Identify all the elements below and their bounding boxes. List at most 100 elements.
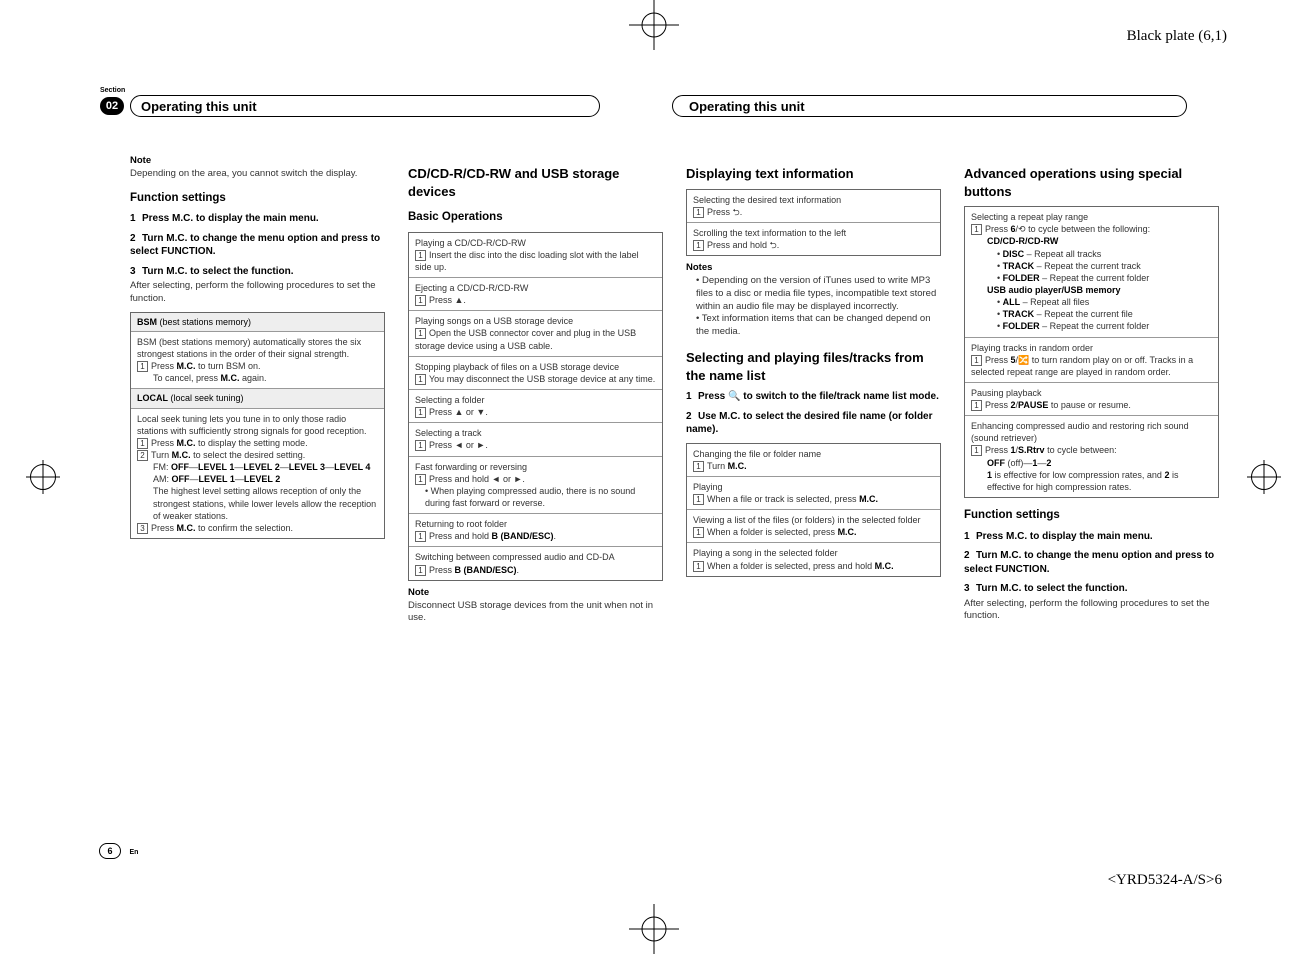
notes-list: Depending on the version of iTunes used … [686, 275, 941, 339]
crop-mark-bottom [629, 904, 679, 954]
nl-play-folder: Playing a song in the selected folder 1W… [687, 542, 940, 575]
page-number: 6 [99, 843, 121, 859]
op-title: Playing songs on a USB storage device [415, 315, 656, 327]
bsm-line-1: 1Press M.C. to turn BSM on. [137, 360, 378, 372]
op-body: Press ◄ or ►. [429, 440, 488, 450]
op-title: Selecting a folder [415, 394, 656, 406]
op-body: Press ▲. [429, 295, 466, 305]
op-root-folder: Returning to root folder 1Press and hold… [409, 513, 662, 546]
local-note: The highest level setting allows recepti… [137, 485, 378, 521]
local-line-3: 3Press M.C. to confirm the selection. [137, 522, 378, 534]
sp-step-2-text: Use M.C. to select the desired file name… [686, 411, 933, 436]
local-line-1: 1Press M.C. to display the setting mode. [137, 437, 378, 449]
basic-ops-table: Playing a CD/CD-R/CD-RW 1Insert the disc… [408, 232, 663, 581]
op-body: Press and hold ⮌. [707, 240, 779, 250]
notes-item: Text information items that can be chang… [696, 313, 941, 339]
fs2-step-1: 1Press M.C. to display the main menu. [964, 530, 1219, 544]
header-pill-right: Operating this unit [672, 95, 1187, 117]
op-body: You may disconnect the USB storage devic… [429, 374, 655, 384]
fs2-step-3-text: Turn M.C. to select the function. [976, 583, 1127, 594]
op-body: Open the USB connector cover and plug in… [415, 328, 636, 350]
ao-pause: Pausing playback 1Press 2/PAUSE to pause… [965, 382, 1218, 415]
fs2-step-3-body: After selecting, perform the following p… [964, 598, 1219, 624]
bsm-body: BSM (best stations memory) automatically… [137, 336, 378, 360]
sp-step-1: 1Press 🔍 to switch to the file/track nam… [686, 390, 941, 404]
op-select-folder: Selecting a folder 1Press ▲ or ▼. [409, 389, 662, 422]
repeat-h1: CD/CD-R/CD-RW [971, 235, 1212, 247]
fs-step-3: 3Turn M.C. to select the function. [130, 265, 385, 279]
local-body: Local seek tuning lets you tune in to on… [137, 413, 378, 437]
op-play-usb: Playing songs on a USB storage device 1O… [409, 310, 662, 355]
column-1: Note Depending on the area, you cannot s… [130, 155, 385, 631]
sp-step-2: 2Use M.C. to select the desired file nam… [686, 410, 941, 437]
cd-usb-heading: CD/CD-R/CD-RW and USB storage devices [408, 165, 663, 200]
black-plate-label: Black plate (6,1) [1127, 28, 1227, 45]
op-title: Fast forwarding or reversing [415, 461, 656, 473]
advanced-ops-heading: Advanced operations using special button… [964, 165, 1219, 200]
nl-change: Changing the file or folder name 1Turn M… [687, 444, 940, 476]
local-line-2: 2Turn M.C. to select the desired setting… [137, 449, 378, 461]
header-pill-left: Operating this unit [130, 95, 600, 117]
header-pill-left-text: Operating this unit [141, 99, 257, 114]
fs-step-3-body: After selecting, perform the following p… [130, 280, 385, 306]
sp-step-1-text: Press 🔍 to switch to the file/track name… [698, 391, 939, 402]
function-settings-heading: Function settings [130, 191, 385, 207]
fs-step-3-text: Turn M.C. to select the function. [142, 266, 293, 277]
page-lang: En [130, 849, 139, 856]
function-settings-heading-2: Function settings [964, 508, 1219, 524]
op-body: Press and hold ◄ or ►. [429, 474, 525, 484]
fs2-step-3: 3Turn M.C. to select the function. [964, 582, 1219, 596]
repeat-h2: USB audio player/USB memory [971, 284, 1212, 296]
op-title: Ejecting a CD/CD-R/CD-RW [415, 282, 656, 294]
dt-scroll: Scrolling the text information to the le… [687, 222, 940, 255]
fs-step-2: 2Turn M.C. to change the menu option and… [130, 232, 385, 259]
basic-ops-heading: Basic Operations [408, 210, 663, 226]
op-title: Switching between compressed audio and C… [415, 551, 656, 563]
bsm-header: BSM (best stations memory) [131, 313, 384, 331]
select-play-heading: Selecting and playing files/tracks from … [686, 349, 941, 384]
display-text-heading: Displaying text information [686, 165, 941, 183]
op-title: Playing a song in the selected folder [693, 547, 934, 559]
op-title: Playing [693, 481, 934, 493]
op-title: Playing tracks in random order [971, 342, 1212, 354]
column-3: Displaying text information Selecting th… [686, 155, 941, 631]
bsm-table: BSM (best stations memory) BSM (best sta… [130, 312, 385, 539]
dt-select: Selecting the desired text information 1… [687, 190, 940, 222]
local-header: LOCAL (local seek tuning) [131, 388, 384, 407]
display-text-table: Selecting the desired text information 1… [686, 189, 941, 257]
op-title: Enhancing compressed audio and restoring… [971, 420, 1212, 444]
repeat-list-1: DISC – Repeat all tracks TRACK – Repeat … [971, 248, 1212, 284]
op-title: Changing the file or folder name [693, 448, 934, 460]
op-play-cd: Playing a CD/CD-R/CD-RW 1Insert the disc… [409, 233, 662, 277]
fs-step-1-text: Press M.C. to display the main menu. [142, 213, 319, 224]
bsm-line-2: To cancel, press M.C. again. [137, 372, 378, 384]
register-mark-left [30, 464, 56, 490]
note-body: Depending on the area, you cannot switch… [130, 168, 385, 181]
op-ff-rev: Fast forwarding or reversing 1Press and … [409, 456, 662, 514]
fs-step-2-text: Turn M.C. to change the menu option and … [130, 233, 380, 258]
ao-retriever: Enhancing compressed audio and restoring… [965, 415, 1218, 497]
column-2: CD/CD-R/CD-RW and USB storage devices Ba… [408, 155, 663, 631]
op-title: Stopping playback of files on a USB stor… [415, 361, 656, 373]
register-mark-right [1251, 464, 1277, 490]
fs2-step-2: 2Turn M.C. to change the menu option and… [964, 549, 1219, 576]
op-title: Selecting a track [415, 427, 656, 439]
namelist-table: Changing the file or folder name 1Turn M… [686, 443, 941, 577]
local-am: AM: OFF—LEVEL 1—LEVEL 2 [137, 473, 378, 485]
note-body: Disconnect USB storage devices from the … [408, 600, 663, 626]
local-cell: Local seek tuning lets you tune in to on… [131, 408, 384, 538]
nl-list: Viewing a list of the files (or folders)… [687, 509, 940, 542]
op-title: Scrolling the text information to the le… [693, 227, 934, 239]
op-switch-cdda: Switching between compressed audio and C… [409, 546, 662, 579]
section-badge: 02 [100, 97, 124, 115]
footer-code: <YRD5324-A/S>6 [1108, 872, 1222, 889]
crop-mark-top [629, 0, 679, 50]
op-stop-usb: Stopping playback of files on a USB stor… [409, 356, 662, 389]
section-word: Section [100, 87, 125, 94]
page-footer: 6 En [99, 843, 138, 859]
op-select-track: Selecting a track 1Press ◄ or ►. [409, 422, 662, 455]
op-title: Selecting the desired text information [693, 194, 934, 206]
fs-step-1: 1Press M.C. to display the main menu. [130, 212, 385, 226]
op-title: Returning to root folder [415, 518, 656, 530]
op-title: Viewing a list of the files (or folders)… [693, 514, 934, 526]
